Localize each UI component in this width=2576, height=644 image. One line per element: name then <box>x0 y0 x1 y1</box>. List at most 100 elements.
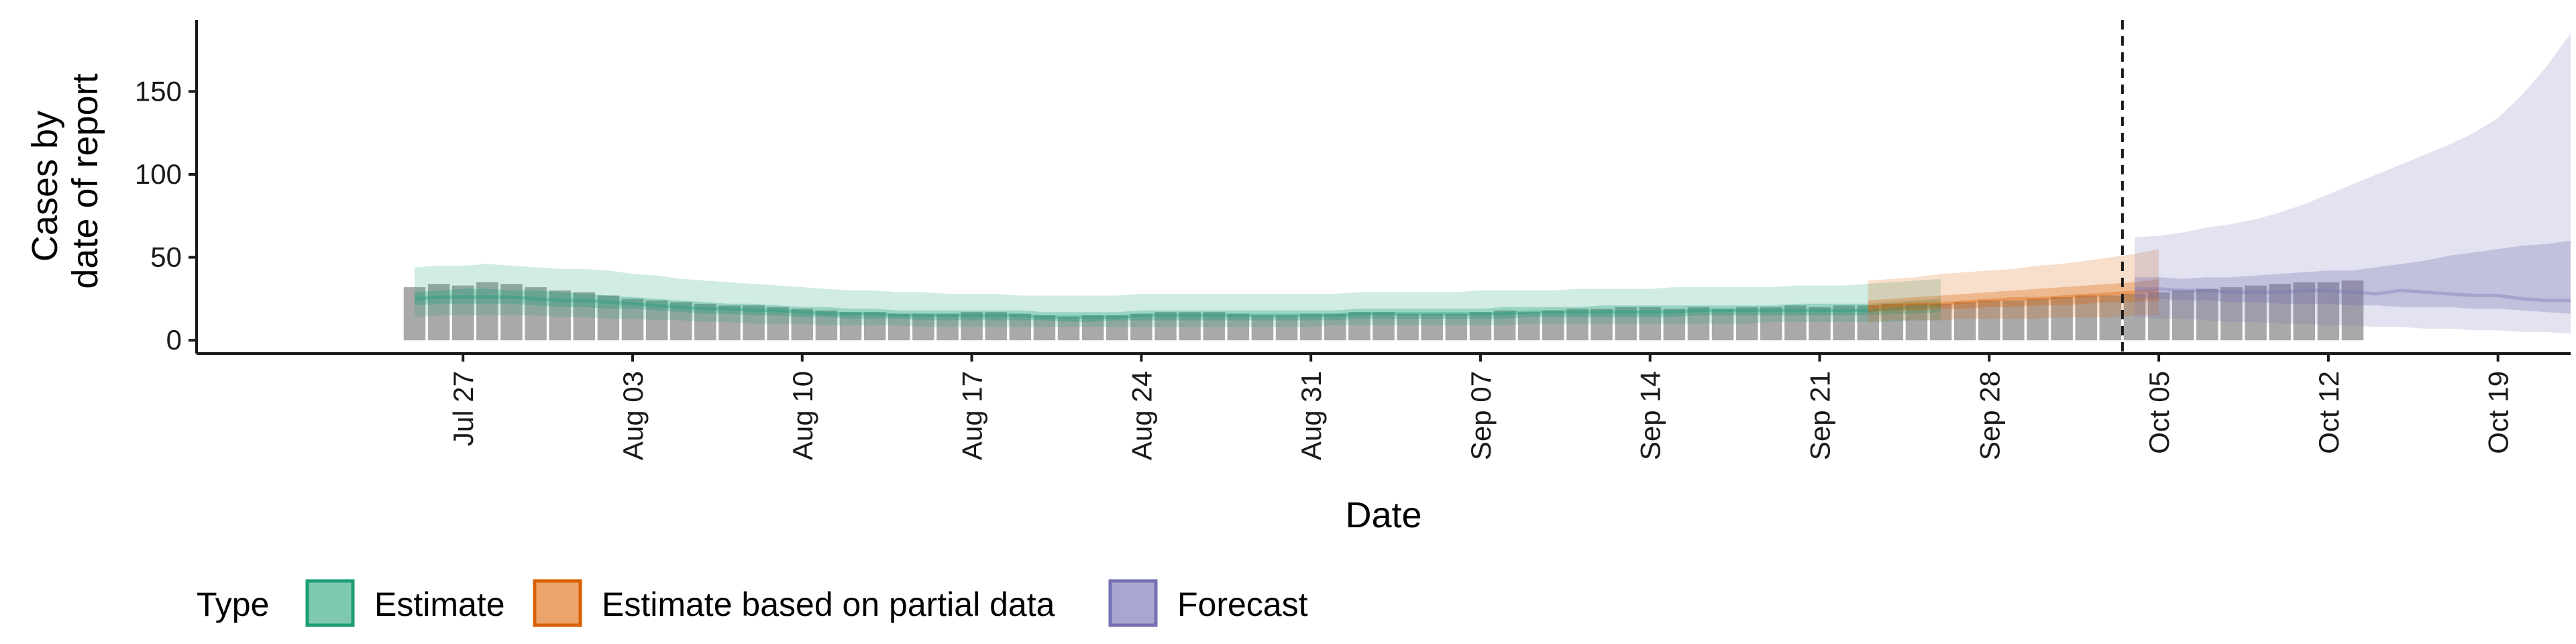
observed-bar <box>2269 284 2291 341</box>
legend-item: Estimate <box>305 579 505 627</box>
series-estimate <box>414 264 1941 327</box>
x-tick-label: Aug 31 <box>1295 371 1327 460</box>
observed-bar <box>1275 315 1298 341</box>
legend-label: Estimate based on partial data <box>602 586 1055 623</box>
observed-bar <box>1542 310 1564 341</box>
observed-bar <box>549 290 571 341</box>
observed-bar <box>1203 312 1225 341</box>
observed-bar <box>427 284 450 341</box>
observed-bar <box>2220 287 2243 341</box>
observed-bar <box>669 302 692 341</box>
observed-bar <box>1760 307 1782 341</box>
observed-bars <box>403 280 2364 341</box>
observed-bar <box>645 300 668 341</box>
x-tick-label: Sep 28 <box>1974 371 2005 460</box>
x-tick-label: Jul 27 <box>447 371 479 446</box>
legend-item: Estimate based on partial data <box>533 579 1055 627</box>
legend-title: Type <box>197 586 269 623</box>
band-90 <box>1868 249 2159 322</box>
x-tick-label: Sep 21 <box>1805 371 1836 460</box>
observed-bar <box>525 287 547 341</box>
observed-bar <box>815 310 838 341</box>
observed-bar <box>985 312 1007 341</box>
x-tick-label: Oct 12 <box>2313 371 2345 454</box>
observed-bar <box>1324 313 1346 341</box>
observed-bar <box>1057 317 1080 341</box>
x-tick-label: Oct 05 <box>2143 371 2175 454</box>
axes: 0 50 100 150 Jul 27 Aug 03 Aug 10 Aug 17 Aug 24… <box>135 20 2571 460</box>
x-axis-title: Date <box>1345 495 1421 535</box>
observed-bar <box>1397 313 1419 341</box>
x-tick-label: Aug 17 <box>957 371 988 460</box>
observed-bar <box>1033 315 1056 341</box>
observed-bar <box>2123 293 2146 341</box>
observed-bar <box>1857 305 1879 341</box>
observed-bar <box>912 313 934 341</box>
observed-bar <box>476 282 498 341</box>
observed-bar <box>2027 299 2049 341</box>
observed-bar <box>1615 307 1637 341</box>
observed-bar <box>1251 315 1274 341</box>
observed-bar <box>2245 285 2267 341</box>
observed-bar <box>2147 292 2170 341</box>
x-tick-label: Aug 03 <box>617 371 649 460</box>
observed-bar <box>597 295 620 341</box>
observed-bar <box>2075 295 2098 341</box>
band-50 <box>415 288 1941 322</box>
observed-bar <box>1881 303 1904 341</box>
y-tick-label: 0 <box>166 324 182 356</box>
observed-bar <box>451 285 474 341</box>
legend-item: Forecast <box>1108 579 1308 627</box>
observed-bar <box>936 313 959 341</box>
observed-bar <box>2317 282 2340 341</box>
observed-bar <box>1081 315 1104 341</box>
y-tick-label: 150 <box>135 75 182 107</box>
estimate-bands <box>414 33 2571 334</box>
observed-bar <box>767 307 789 341</box>
x-tick-label: Oct 19 <box>2483 371 2514 454</box>
observed-bar <box>1009 313 1032 341</box>
series-forecast <box>2135 33 2571 334</box>
observed-bar <box>743 305 765 341</box>
observed-bar <box>1179 312 1201 341</box>
observed-bar <box>573 292 596 341</box>
observed-bar <box>718 305 741 341</box>
legend-swatch <box>1108 579 1158 627</box>
median-line <box>1868 288 2159 309</box>
observed-bar <box>1978 300 2000 341</box>
observed-bar <box>1591 309 1613 341</box>
observed-bar <box>1130 313 1152 341</box>
legend: Type Estimate Estimate based on partial d… <box>197 579 1308 627</box>
observed-bar <box>403 287 426 341</box>
observed-bar <box>1227 313 1250 341</box>
legend-swatch <box>533 579 582 627</box>
observed-bar <box>888 313 910 341</box>
observed-bar <box>1639 307 1661 341</box>
observed-bar <box>1469 312 1492 341</box>
observed-bar <box>1445 313 1468 341</box>
legend-label: Forecast <box>1177 586 1308 623</box>
legend-label: Estimate <box>374 586 505 623</box>
x-tick-label: Aug 10 <box>787 371 818 460</box>
series-estimate-based-on-partial-data <box>1868 249 2159 322</box>
observed-bar <box>2196 288 2218 341</box>
observed-bar <box>839 312 862 341</box>
y-tick-label: 100 <box>135 158 182 190</box>
observed-bar <box>1299 313 1322 341</box>
observed-bar <box>1905 303 1928 341</box>
observed-bar <box>694 303 716 341</box>
observed-bar <box>2341 280 2364 341</box>
observed-bar <box>1784 305 1807 341</box>
observed-bar <box>1155 312 1177 341</box>
band-50 <box>1868 278 2159 313</box>
observed-bar <box>1953 302 1976 341</box>
observed-bar <box>961 312 983 341</box>
observed-bar <box>1711 309 1734 341</box>
y-axis-title-line-1: Cases by <box>25 111 65 262</box>
median-line <box>414 295 1941 319</box>
band-50 <box>2135 240 2571 314</box>
band-90 <box>415 264 1941 327</box>
observed-bar <box>1517 312 1540 341</box>
observed-bar <box>1687 307 1710 341</box>
